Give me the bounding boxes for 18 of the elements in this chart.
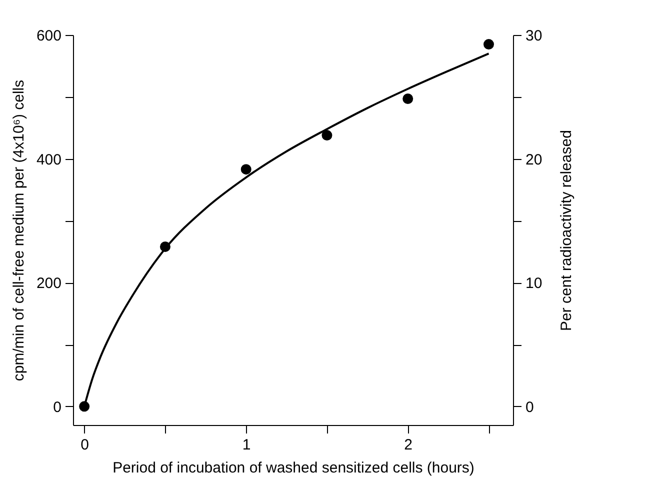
x-tick-label: 1: [242, 436, 251, 454]
y-tick-label: 0: [53, 398, 62, 416]
point: [322, 130, 332, 141]
y-tick-label: 600: [36, 28, 62, 44]
y-tick-label: 200: [36, 275, 62, 292]
x-axis-title: Period of incubation of washed sensitized cells (hours): [112, 460, 474, 476]
x-tick-label: 2: [404, 436, 413, 454]
y2-tick-label: 30: [526, 28, 542, 44]
y2-tick-label: 20: [526, 151, 542, 168]
y2-axis-title: Per cent radioactivity released: [558, 130, 576, 331]
y2-tick-label: 10: [526, 275, 542, 292]
y2-tick-label: 0: [526, 398, 534, 416]
y-axis-title: cpm/min of cell-free medium per (4x10⁶) cells: [10, 80, 28, 382]
y-tick-label: 400: [36, 151, 62, 168]
point: [240, 164, 252, 175]
x-tick-label: 0: [80, 436, 89, 454]
point: [402, 94, 414, 104]
point: [483, 39, 494, 50]
